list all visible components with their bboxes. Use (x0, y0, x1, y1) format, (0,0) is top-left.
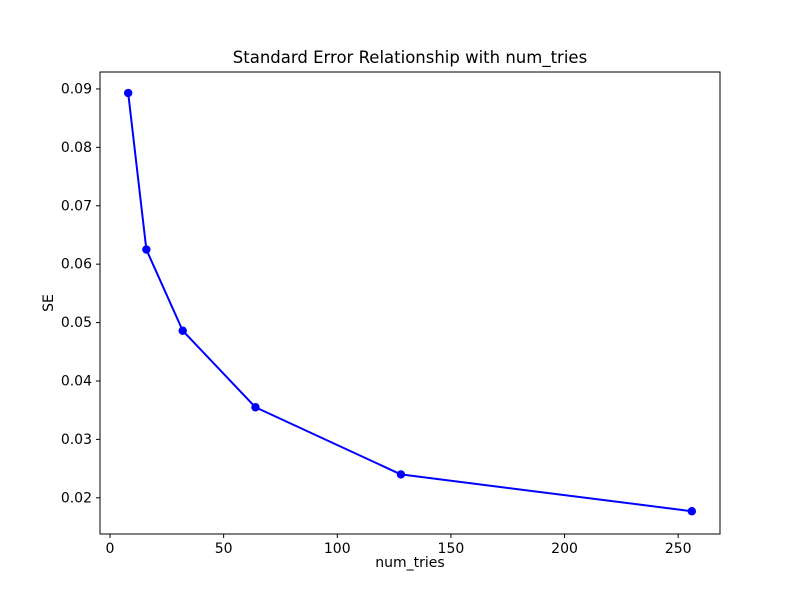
data-point-marker (142, 245, 151, 254)
y-tick-label: 0.06 (61, 257, 92, 273)
x-tick-label: 100 (324, 541, 351, 557)
data-point-marker (178, 326, 187, 335)
y-tick-label: 0.05 (61, 315, 92, 331)
x-axis-ticks: 0 50 100 150 200 250 (106, 534, 692, 557)
data-point-marker (687, 507, 697, 516)
x-tick-label: 50 (215, 541, 233, 557)
x-tick-label: 200 (551, 541, 578, 557)
x-tick-label: 0 (106, 541, 115, 557)
y-axis-ticks: 0.02 0.03 0.04 0.05 0.06 0.07 0.08 0.09 (61, 81, 100, 506)
x-tick-label: 250 (665, 541, 692, 557)
y-tick-label: 0.09 (61, 81, 92, 97)
data-point-marker (396, 470, 406, 479)
y-tick-label: 0.03 (61, 432, 92, 448)
y-tick-label: 0.07 (61, 198, 92, 214)
series-line (127, 92, 693, 513)
x-axis-label: num_tries (375, 555, 444, 571)
chart-title: Standard Error Relationship with num_tri… (233, 48, 587, 68)
y-axis-label: SE (41, 294, 57, 312)
data-point-marker (123, 88, 133, 98)
y-tick-label: 0.08 (61, 140, 92, 156)
x-tick-label: 150 (438, 541, 465, 557)
y-tick-label: 0.02 (61, 490, 92, 506)
plot-area-border (99, 71, 721, 535)
data-point-marker (251, 403, 260, 412)
y-tick-label: 0.04 (61, 373, 92, 389)
data-series (123, 88, 697, 516)
